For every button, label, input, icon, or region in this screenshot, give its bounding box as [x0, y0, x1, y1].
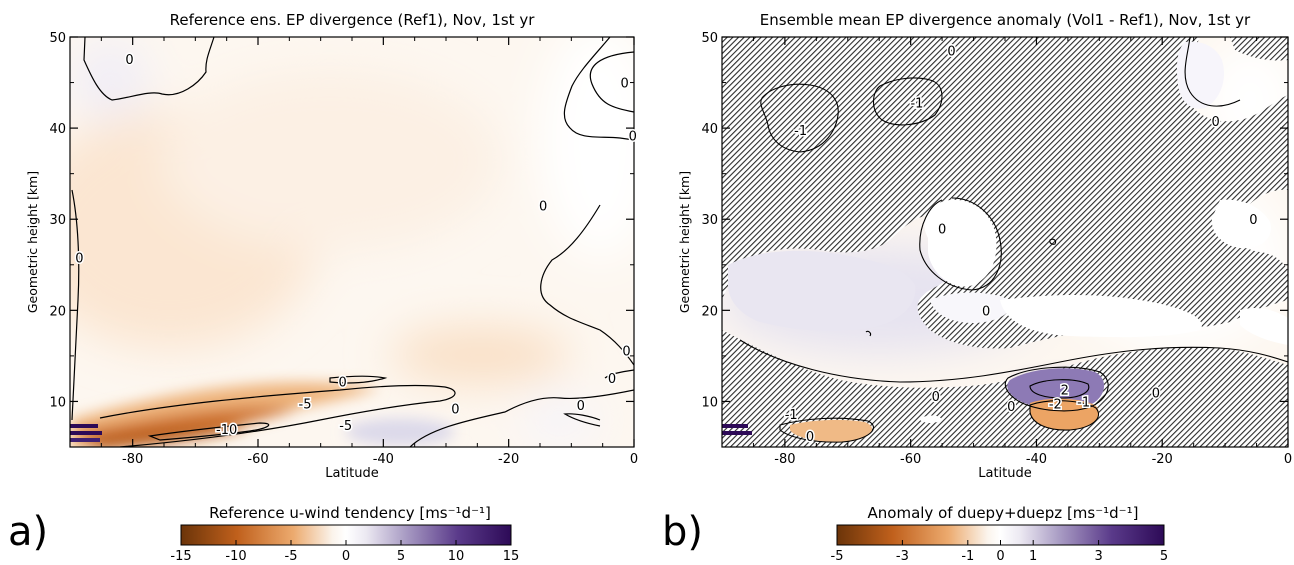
- panel-b-y-tick-label: 10: [701, 395, 718, 410]
- panel-a-colorbar-tick-label: 10: [448, 549, 465, 564]
- panel-a-x-tick-label: 0: [630, 452, 638, 467]
- panel-a-colorbar-tick-label: -10: [225, 549, 246, 564]
- panel-b-contour-label: 0: [932, 390, 940, 405]
- panel-a-colorbar: Reference u-wind tendency [ms⁻¹d⁻¹] -15-…: [170, 504, 519, 564]
- panel-b-colorbar-tick-label: 5: [1160, 549, 1168, 564]
- panel-b-colorbar-tick-label: -5: [831, 549, 844, 564]
- panel-a-edge-stripes: [70, 424, 102, 442]
- panel-b-contours: [739, 37, 1288, 443]
- panel-a-contour-label: -10: [216, 423, 237, 438]
- panel-b-x-tick-label: -20: [1152, 452, 1173, 467]
- panel-a-y-tick-label: 50: [49, 31, 66, 46]
- panel-b-y-tick-label: 50: [701, 31, 718, 46]
- panel-a-contour-label: 0: [608, 372, 616, 387]
- panel-a-title: Reference ens. EP divergence (Ref1), Nov…: [170, 11, 536, 29]
- panel-a-contour-label: 0: [620, 77, 628, 92]
- panel-b-letter: b): [662, 509, 703, 555]
- panel-b-colorbar-tick-label: 3: [1094, 549, 1102, 564]
- panel-a-x-tick-label: -60: [247, 452, 268, 467]
- panel-b-contour-label: 0: [982, 304, 990, 319]
- panel-b-contour-label: 0: [1249, 213, 1257, 228]
- panel-a-y-axis-label: Geometric height [km]: [25, 171, 40, 313]
- panel-a-contour-label: 0: [75, 251, 83, 266]
- panel-a-x-tick-label: -20: [498, 452, 519, 467]
- panel-b-colorbar-tick-label: -1: [961, 549, 974, 564]
- panel-a-contour-label: -5: [339, 419, 352, 434]
- panel-b-contour-label: 0: [1152, 386, 1160, 401]
- panel-b-contour-labels: 0 -1 -1 0 0 0 0 0 0 0 -22 -1 -1 0: [783, 43, 1259, 446]
- panel-a-colorbar-ticks: -15 -10 -5 0 5 10 15: [170, 540, 519, 564]
- panel-b-colorbar-tick-label: 0: [996, 549, 1004, 564]
- panel-b-title: Ensemble mean EP divergence anomaly (Vol…: [760, 11, 1251, 29]
- panel-a-contour-label: 0: [338, 375, 346, 390]
- panel-a-contour-label: 0: [451, 403, 459, 418]
- panel-b-x-tick-label: -80: [774, 452, 795, 467]
- panel-a-colorbar-tick-label: -15: [170, 549, 191, 564]
- panel-b-contour-label: 0: [938, 222, 946, 237]
- panel-a-y-tick-label: 10: [49, 395, 66, 410]
- panel-b-plot-area: [722, 37, 1288, 447]
- panel-a-y-tick-label: 30: [49, 213, 66, 228]
- panel-a-contour-label: -5: [299, 397, 312, 412]
- panel-b-y-tick-label: 40: [701, 122, 718, 137]
- panel-b-x-tick-label: -60: [900, 452, 921, 467]
- panel-b-contour-label: 0: [1007, 400, 1015, 415]
- panel-b-contour-label: 0: [1212, 115, 1220, 130]
- panel-b-contour-label: -1: [785, 408, 798, 423]
- panel-b-contour-label: 0: [806, 430, 814, 445]
- panel-b-contour-label: 2: [1061, 384, 1069, 399]
- panel-a-x-tick-label: -40: [373, 452, 394, 467]
- panel-a-colorbar-tick-label: 15: [503, 549, 520, 564]
- panel-b-colorbar-tick-label: 1: [1029, 549, 1037, 564]
- panel-a-contour-label: 0: [125, 53, 133, 68]
- panel-b-colorbar-tick-label: -3: [896, 549, 909, 564]
- panel-b-contour-label: 0: [947, 45, 955, 60]
- panel-b-contour-label: -2: [1049, 397, 1062, 412]
- panel-b-colorbar: Anomaly of duepy+duepz [ms⁻¹d⁻¹] -5 -3 -1 0…: [831, 504, 1169, 564]
- panel-a-contour-label: 0: [629, 129, 637, 144]
- panel-a-color-field: [70, 37, 634, 445]
- panel-b-significant-regions: [728, 41, 1288, 443]
- panel-b-colorbar-label: Anomaly of duepy+duepz [ms⁻¹d⁻¹]: [868, 504, 1139, 522]
- panel-b-contour-label: -1: [910, 97, 923, 112]
- panel-a-axes: -80 -60 -40 -20 0 10 20 30 40 50: [49, 31, 638, 467]
- panel-b-y-tick-label: 20: [701, 304, 718, 319]
- panel-a-colorbar-tick-label: 5: [397, 549, 405, 564]
- panel-a-contour-label: 0: [622, 344, 630, 359]
- panel-a-contour-label: 0: [539, 200, 547, 215]
- panel-b-x-tick-label: -40: [1026, 452, 1047, 467]
- panel-b-colorbar-ticks: -5 -3 -1 0 1 3 5: [831, 540, 1168, 564]
- panel-b-y-axis-label: Geometric height [km]: [677, 171, 692, 313]
- panel-b: Ensemble mean EP divergence anomaly (Vol…: [662, 11, 1292, 564]
- panel-b-x-tick-label: 0: [1284, 452, 1292, 467]
- panel-a-y-tick-label: 40: [49, 122, 66, 137]
- panel-a: Reference ens. EP divergence (Ref1), Nov…: [8, 11, 639, 564]
- panel-a-colorbar-tick-label: 0: [342, 549, 350, 564]
- panel-a-contour-label: 0: [577, 399, 585, 414]
- panel-a-strong-negative: [70, 382, 455, 447]
- panel-b-contour-label: -1: [794, 124, 807, 139]
- panel-a-y-tick-label: 20: [49, 304, 66, 319]
- panel-b-y-tick-label: 30: [701, 213, 718, 228]
- panel-a-x-axis-label: Latitude: [325, 466, 379, 481]
- panel-a-letter: a): [8, 509, 48, 555]
- panel-b-hatching: [722, 37, 1288, 447]
- panel-b-x-axis-label: Latitude: [978, 466, 1032, 481]
- panel-b-contour-label: -1: [1077, 395, 1090, 410]
- panel-a-colorbar-tick-label: -5: [285, 549, 298, 564]
- panel-a-plot-area: [70, 37, 634, 447]
- panel-a-x-tick-label: -80: [122, 452, 143, 467]
- panel-a-colorbar-label: Reference u-wind tendency [ms⁻¹d⁻¹]: [209, 504, 491, 522]
- panel-b-edge-stripes: [722, 424, 752, 435]
